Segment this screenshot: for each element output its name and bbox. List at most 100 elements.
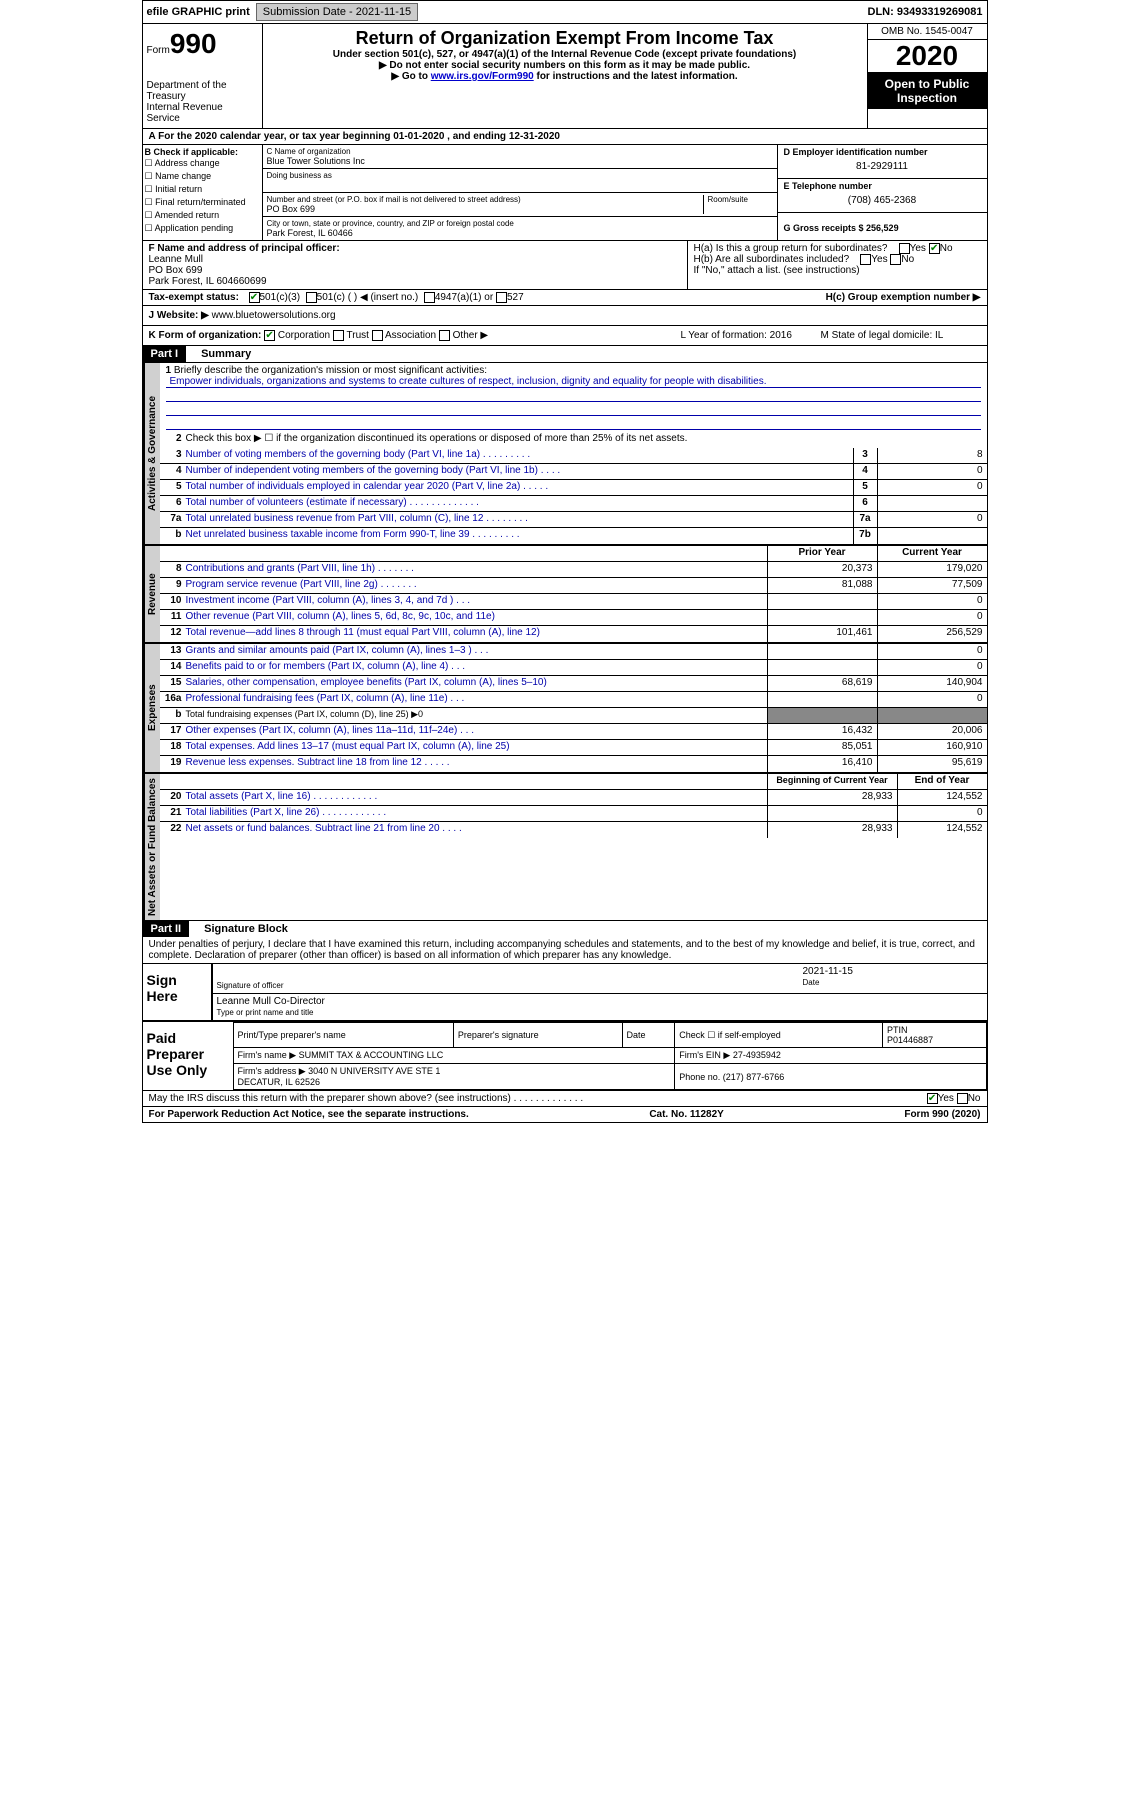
col-c-org-info: C Name of organization Blue Tower Soluti… (263, 145, 777, 240)
line-13: 13Grants and similar amounts paid (Part … (160, 644, 987, 660)
chk-name-change[interactable]: ☐ Name change (145, 170, 260, 183)
sign-here-label: Sign Here (143, 964, 213, 1020)
website-row: J Website: ▶ www.bluetowersolutions.org (143, 306, 987, 326)
c20: 124,552 (897, 790, 987, 805)
chk-assoc[interactable] (372, 330, 383, 341)
tax-exempt-row: Tax-exempt status: 501(c)(3) 501(c) ( ) … (143, 290, 987, 306)
sig-name-row: Leanne Mull Co-DirectorType or print nam… (213, 994, 987, 1020)
expenses-label: Expenses (143, 644, 160, 772)
part-ii-title: Signature Block (192, 923, 288, 935)
chk-amended[interactable]: ☐ Amended return (145, 209, 260, 222)
c9: 77,509 (877, 578, 987, 593)
ha-no[interactable] (929, 243, 940, 254)
city-cell: City or town, state or province, country… (263, 217, 777, 240)
c16a: 0 (877, 692, 987, 707)
opt-4947: 4947(a)(1) or (435, 292, 493, 303)
chk-address-change[interactable]: ☐ Address change (145, 157, 260, 170)
ptin-value: P01446887 (887, 1035, 933, 1045)
form-number-box: Form990 Department of the Treasury Inter… (143, 24, 263, 128)
org-name: Blue Tower Solutions Inc (267, 156, 773, 166)
firm-phone: (217) 877-6766 (723, 1072, 785, 1082)
officer-addr2: Park Forest, IL 604660699 (149, 276, 681, 287)
ruler-2 (166, 402, 981, 416)
hb-yes[interactable] (860, 254, 871, 265)
firm-ein-cell: Firm's EIN ▶ 27-4935942 (675, 1048, 986, 1064)
form-word: Form (147, 45, 170, 56)
chk-4947[interactable] (424, 292, 435, 303)
firm-name-cell: Firm's name ▶ SUMMIT TAX & ACCOUNTING LL… (233, 1048, 675, 1064)
line-9: 9Program service revenue (Part VIII, lin… (160, 578, 987, 594)
officer-name: Leanne Mull (149, 254, 681, 265)
cat-no: Cat. No. 11282Y (649, 1109, 723, 1120)
hb-no[interactable] (890, 254, 901, 265)
chk-501c[interactable] (306, 292, 317, 303)
instruction-1: ▶ Do not enter social security numbers o… (271, 60, 859, 71)
revenue-label: Revenue (143, 546, 160, 642)
chk-trust[interactable] (333, 330, 344, 341)
tel-cell: E Telephone number (708) 465-2368 (778, 179, 987, 213)
state-domicile: M State of legal domicile: IL (821, 330, 981, 341)
net-assets-section: Net Assets or Fund Balances Beginning of… (143, 774, 987, 921)
org-name-label: C Name of organization (267, 147, 773, 156)
chk-corp[interactable] (264, 330, 275, 341)
title-box: Return of Organization Exempt From Incom… (263, 24, 867, 128)
date-label: Date (803, 978, 820, 987)
chk-initial-return[interactable]: ☐ Initial return (145, 183, 260, 196)
ein-label: D Employer identification number (784, 147, 981, 157)
line-2: 2Check this box ▶ ☐ if the organization … (160, 432, 987, 448)
opt-527: 527 (507, 292, 524, 303)
discuss-no[interactable] (957, 1093, 968, 1104)
expenses-section: Expenses 13Grants and similar amounts pa… (143, 644, 987, 774)
p18: 85,051 (767, 740, 877, 755)
governance-section: Activities & Governance 1 Briefly descri… (143, 363, 987, 546)
c16b-gray (877, 708, 987, 723)
chk-501c3[interactable] (249, 292, 260, 303)
year-formation: L Year of formation: 2016 (681, 330, 821, 341)
irs-link[interactable]: www.irs.gov/Form990 (431, 71, 534, 82)
gross-label: G Gross receipts $ 256,529 (784, 223, 981, 233)
perjury-text: Under penalties of perjury, I declare th… (143, 937, 987, 963)
end-hdr: End of Year (897, 774, 987, 789)
dept-label: Department of the Treasury Internal Reve… (147, 80, 258, 124)
c11: 0 (877, 610, 987, 625)
h-b: H(b) Are all subordinates included? Yes … (694, 254, 981, 265)
instr2-pre: ▶ Go to (391, 71, 430, 82)
officer-cell: F Name and address of principal officer:… (143, 241, 687, 289)
footer-row: For Paperwork Reduction Act Notice, see … (143, 1106, 987, 1122)
gross-cell: G Gross receipts $ 256,529 (778, 213, 987, 235)
chk-527[interactable] (496, 292, 507, 303)
discuss-row: May the IRS discuss this return with the… (143, 1090, 987, 1106)
line-17: 17Other expenses (Part IX, column (A), l… (160, 724, 987, 740)
discuss-yes[interactable] (927, 1093, 938, 1104)
form-footer: Form 990 (2020) (904, 1109, 980, 1120)
street-label: Number and street (or P.O. box if mail i… (267, 195, 703, 204)
c14: 0 (877, 660, 987, 675)
part-i-header: Part I Summary (143, 346, 987, 363)
ein-cell: D Employer identification number 81-2929… (778, 145, 987, 179)
line-20: 20Total assets (Part X, line 16) . . . .… (160, 790, 987, 806)
website-value: www.bluetowersolutions.org (212, 310, 336, 321)
ha-yes[interactable] (899, 243, 910, 254)
line-6: 6Total number of volunteers (estimate if… (160, 496, 987, 512)
sig-date: 2021-11-15 (803, 966, 983, 977)
chk-other[interactable] (439, 330, 450, 341)
h-b-note: If "No," attach a list. (see instruction… (694, 265, 981, 276)
city-value: Park Forest, IL 60466 (267, 228, 773, 238)
line-19: 19Revenue less expenses. Subtract line 1… (160, 756, 987, 772)
c19: 95,619 (877, 756, 987, 772)
submission-date-button[interactable]: Submission Date - 2021-11-15 (256, 3, 418, 21)
ruler-1 (166, 388, 981, 402)
top-bar: efile GRAPHIC print Submission Date - 20… (143, 1, 987, 24)
opt-501c: 501(c) ( ) ◀ (insert no.) (317, 292, 419, 303)
p16b-gray (767, 708, 877, 723)
val-4: 0 (877, 464, 987, 479)
val-6 (877, 496, 987, 511)
chk-final-return[interactable]: ☐ Final return/terminated (145, 196, 260, 209)
c18: 160,910 (877, 740, 987, 755)
room-label: Room/suite (708, 195, 773, 204)
col-b-checkboxes: B Check if applicable: ☐ Address change … (143, 145, 263, 240)
c22: 124,552 (897, 822, 987, 838)
governance-label: Activities & Governance (143, 363, 160, 544)
chk-pending[interactable]: ☐ Application pending (145, 222, 260, 235)
sign-here-section: Sign Here Signature of officer 2021-11-1… (143, 963, 987, 1020)
